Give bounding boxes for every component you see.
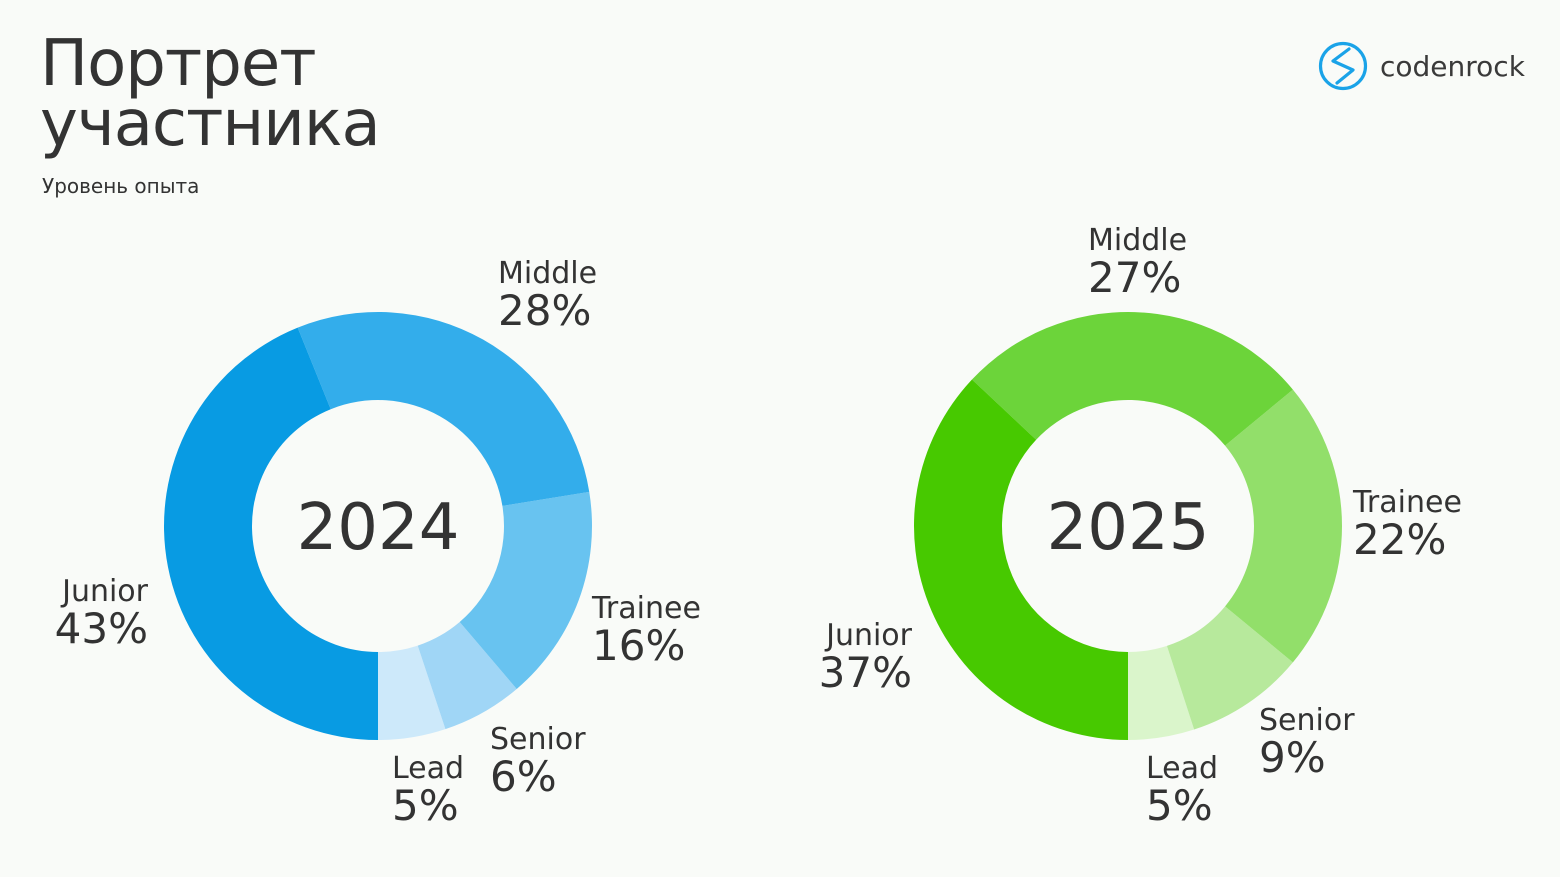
label-lead-name-2025: Lead: [1146, 751, 1218, 786]
page-title: Портрет участника: [40, 27, 381, 161]
page-title-line-2: участника: [40, 87, 381, 161]
label-lead-value-2024: 5%: [392, 781, 459, 830]
label-junior-name-2025: Junior: [824, 618, 913, 653]
label-junior-name-2024: Junior: [60, 574, 149, 609]
chart-center-year-2024: 2024: [297, 491, 460, 565]
label-senior-value-2024: 6%: [490, 752, 557, 801]
label-middle-name-2025: Middle: [1088, 223, 1187, 258]
label-middle-value-2025: 27%: [1088, 253, 1181, 302]
codenrock-logo-icon: [1318, 41, 1368, 91]
slice-middle-2025: [972, 312, 1293, 446]
label-lead-name-2024: Lead: [392, 751, 464, 786]
label-senior-value-2025: 9%: [1259, 733, 1326, 782]
logo-text: codenrock: [1380, 49, 1525, 83]
codenrock-logo: codenrock: [1318, 40, 1525, 92]
slice-lead-2024: [378, 645, 446, 740]
label-junior-value-2025: 37%: [819, 648, 912, 697]
slice-lead-2025: [1128, 645, 1195, 740]
slice-junior-2025: [914, 379, 1128, 740]
slice-senior-2024: [417, 621, 517, 730]
page-subtitle: Уровень опыта: [42, 174, 200, 198]
slice-middle-2024: [297, 312, 590, 506]
label-senior-name-2025: Senior: [1259, 703, 1355, 738]
label-middle-name-2024: Middle: [498, 256, 597, 291]
slice-trainee-2024: [459, 491, 593, 689]
label-lead-value-2025: 5%: [1146, 781, 1213, 830]
slice-senior-2025: [1166, 606, 1293, 730]
label-trainee-name-2025: Trainee: [1352, 485, 1462, 520]
chart-center-year-2025: 2025: [1047, 491, 1210, 565]
label-middle-value-2024: 28%: [498, 286, 591, 335]
label-trainee-value-2024: 16%: [592, 621, 685, 670]
label-trainee-value-2025: 22%: [1353, 515, 1446, 564]
page-title-line-1: Портрет: [40, 27, 316, 101]
label-junior-value-2024: 43%: [55, 604, 148, 653]
slice-junior-2024: [163, 327, 378, 740]
slice-trainee-2025: [1225, 389, 1343, 663]
label-senior-name-2024: Senior: [490, 722, 586, 757]
label-trainee-name-2024: Trainee: [591, 591, 701, 626]
